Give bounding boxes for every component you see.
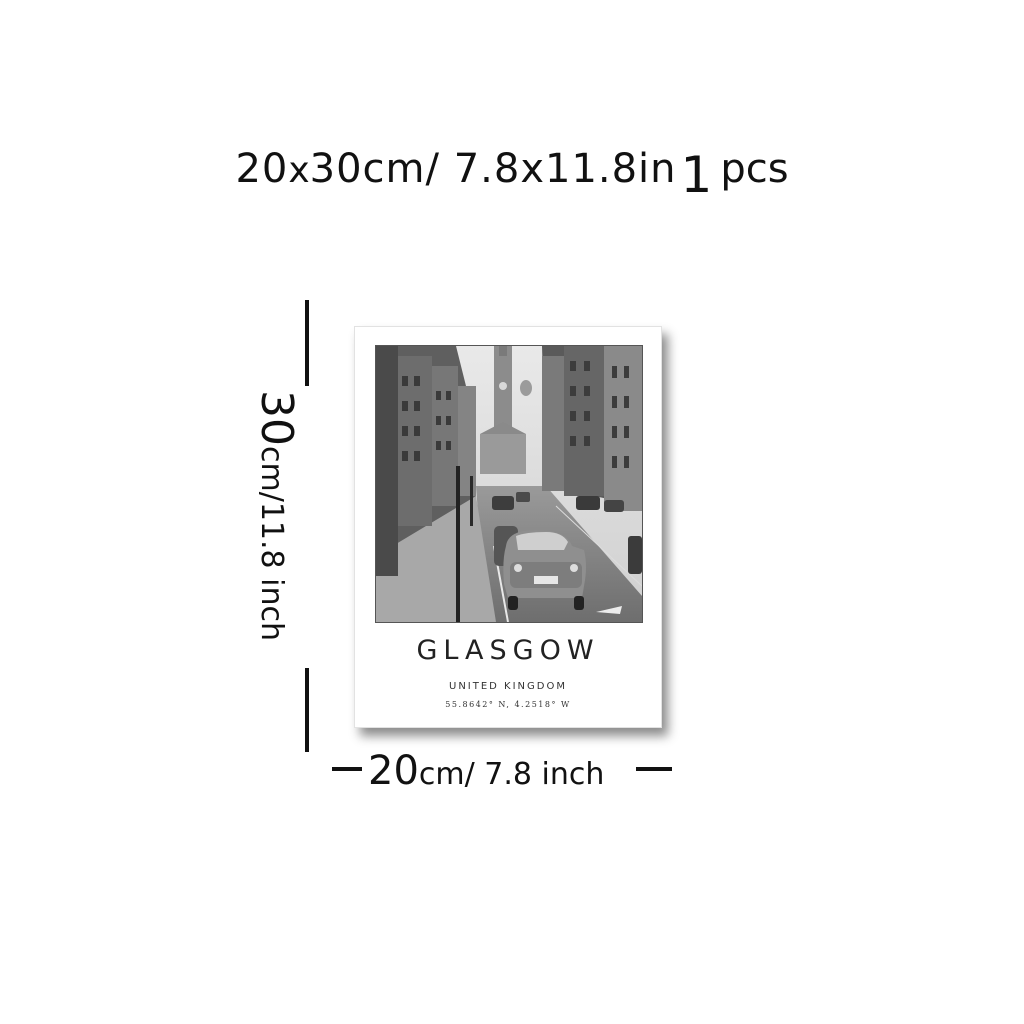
width-indicator-line-left bbox=[332, 767, 362, 771]
poster-photo bbox=[375, 345, 643, 623]
street-photo-image bbox=[376, 346, 642, 622]
width-label: 20 cm/ 7.8 inch bbox=[368, 748, 604, 794]
width-indicator-line-right bbox=[636, 767, 672, 771]
poster-country: UNITED KINGDOM bbox=[449, 681, 567, 692]
height-indicator-line-bottom bbox=[305, 668, 309, 752]
header-size-text: 30cm/ 7.8x11.8in bbox=[309, 146, 677, 192]
header-quantity: 1 bbox=[680, 146, 713, 204]
size-quantity-header: 20 x 30cm/ 7.8x11.8in 1 pcs bbox=[0, 136, 1024, 206]
header-x: x bbox=[288, 150, 310, 191]
width-number: 20 bbox=[368, 748, 419, 794]
poster-city-title: GLASGOW bbox=[416, 635, 600, 666]
header-quantity-unit: pcs bbox=[720, 146, 789, 192]
width-unit: cm/ 7.8 inch bbox=[418, 757, 605, 792]
poster: GLASGOW UNITED KINGDOM 55.8642° N, 4.251… bbox=[354, 326, 662, 728]
height-number: 30 bbox=[251, 390, 302, 446]
poster-coordinates: 55.8642° N, 4.2518° W bbox=[445, 700, 571, 709]
height-indicator-line-top bbox=[305, 300, 309, 386]
height-unit: cm/11.8 inch bbox=[254, 446, 289, 642]
header-width: 20 bbox=[235, 146, 289, 192]
